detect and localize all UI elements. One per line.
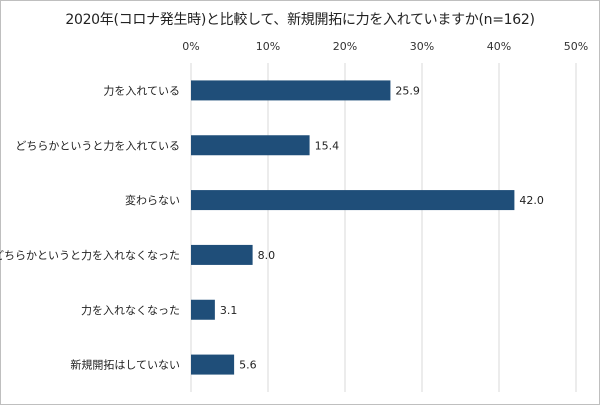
data-label: 15.4 (315, 139, 340, 152)
category-label: どちらかというと力を入れている (15, 139, 180, 152)
data-label: 25.9 (395, 84, 420, 97)
x-tick-label: 30% (410, 40, 434, 53)
category-label: 変わらない (125, 193, 180, 207)
category-label: 力を入れなくなった (81, 304, 180, 317)
x-tick-label: 20% (333, 40, 357, 53)
data-label: 3.1 (220, 304, 238, 317)
chart-title: 2020年(コロナ発生時)と比較して、新規開拓に力を入れていますか(n=162) (65, 12, 535, 28)
x-tick-label: 0% (182, 40, 199, 53)
x-tick-label: 10% (256, 40, 280, 53)
bar (191, 299, 215, 320)
bar (191, 244, 253, 265)
x-tick-label: 50% (564, 40, 588, 53)
x-tick-label: 40% (487, 40, 511, 53)
data-label: 5.6 (239, 359, 257, 372)
category-label: どちらかというと力を入れなくなった (0, 249, 180, 262)
bar (191, 80, 391, 101)
bar (191, 354, 235, 375)
data-label: 8.0 (258, 249, 276, 262)
data-label: 42.0 (519, 194, 544, 207)
bar (191, 190, 515, 211)
bar (191, 135, 310, 156)
category-label: 新規開拓はしていない (70, 358, 180, 372)
category-label: 力を入れている (103, 84, 180, 97)
